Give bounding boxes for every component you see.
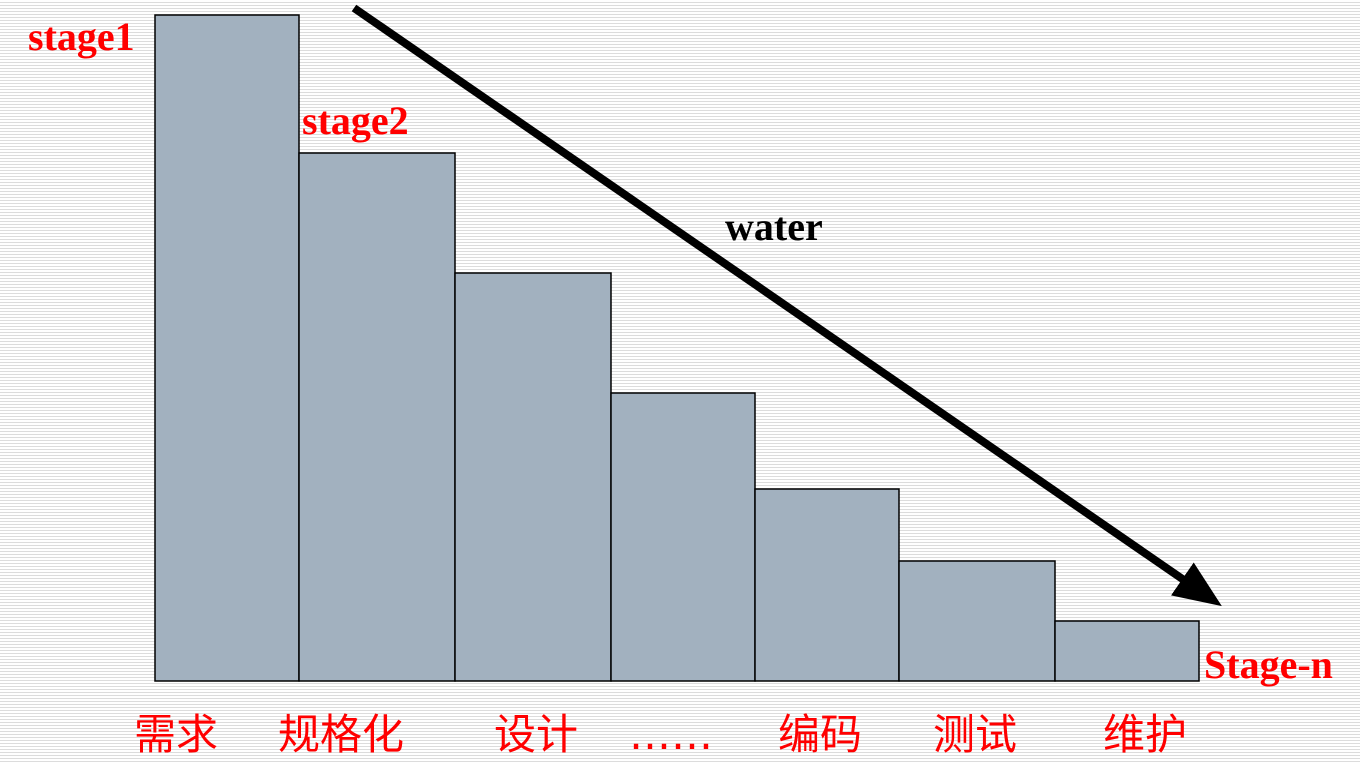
step-2 [298, 152, 456, 682]
step-6 [898, 560, 1056, 682]
stage-n-label: Stage-n [1204, 642, 1333, 687]
phase-design: 设计 [494, 710, 578, 759]
step-3 [454, 272, 612, 682]
stage1-label: stage1 [28, 14, 135, 59]
phase-requirements: 需求 [134, 710, 218, 759]
stage2-label: stage2 [302, 98, 409, 143]
phase-coding: 编码 [778, 710, 862, 759]
waterfall-steps [154, 14, 1200, 682]
phase-testing: 测试 [933, 710, 1017, 759]
step-1 [154, 14, 300, 682]
water-flow-arrow [351, 4, 1222, 607]
phase-ellipsis: …… [629, 710, 713, 759]
phase-labels: 需求 规格化 设计 …… 编码 测试 维护 [134, 710, 1187, 759]
step-4 [610, 392, 756, 682]
phase-specification: 规格化 [278, 710, 404, 759]
phase-maintenance: 维护 [1103, 710, 1187, 759]
step-7 [1054, 620, 1200, 682]
step-5 [754, 488, 900, 682]
water-label: water [725, 204, 823, 249]
